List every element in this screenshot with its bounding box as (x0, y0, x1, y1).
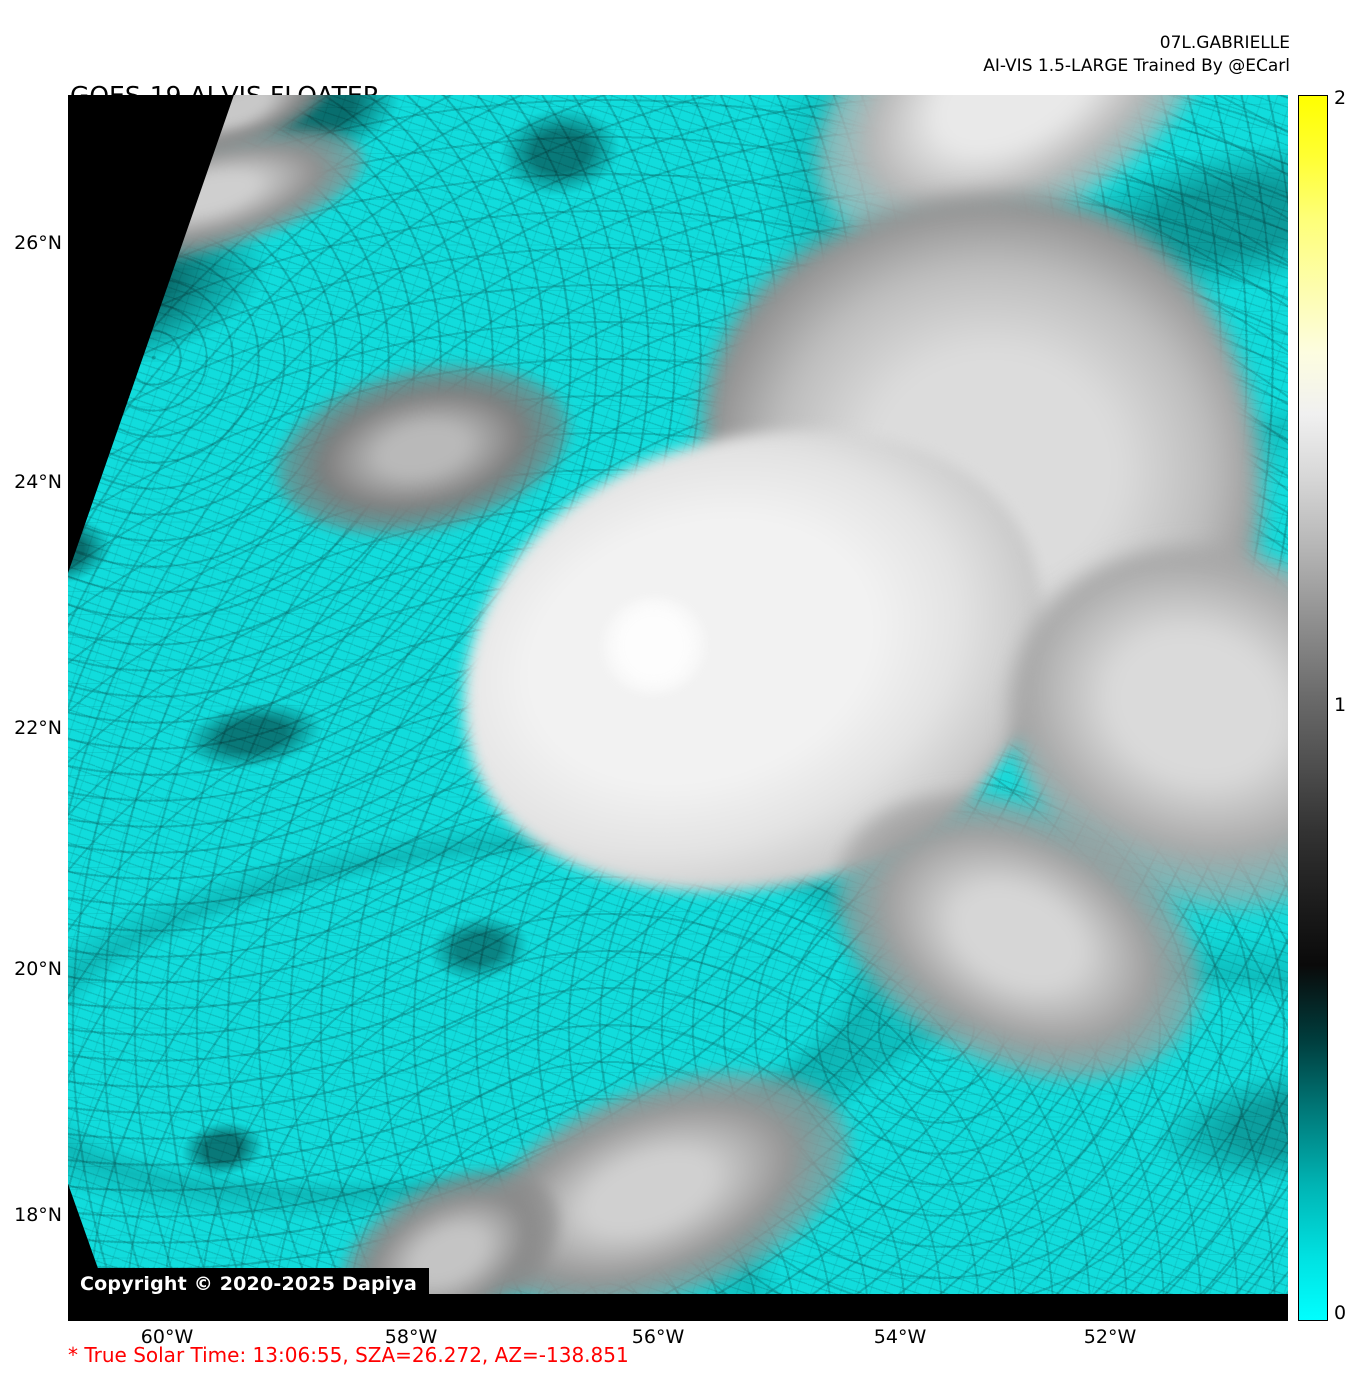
y-tick-label-24n: 24°N (14, 471, 62, 493)
copyright-watermark: Copyright © 2020-2025 Dapiya (68, 1268, 430, 1301)
y-tick-label-18n: 18°N (14, 1204, 62, 1226)
colorbar-tick-mid: 1 (1334, 694, 1347, 716)
y-tick-label-20n: 20°N (14, 958, 62, 980)
x-tick-label-60w: 60°W (140, 1326, 194, 1348)
model-credit-label: AI-VIS 1.5-LARGE Trained By @ECarl (983, 56, 1290, 76)
x-tick-label-56w: 56°W (631, 1326, 685, 1348)
solar-geometry-note: * True Solar Time: 13:06:55, SZA=26.272,… (68, 1343, 629, 1367)
swath-clip (68, 95, 1288, 1321)
storm-id-label: 07L.GABRIELLE (1159, 33, 1290, 53)
x-tick-label-52w: 52°W (1083, 1326, 1137, 1348)
colorbar-tick-max: 2 (1334, 87, 1347, 109)
y-tick-label-26n: 26°N (14, 232, 62, 254)
y-tick-label-22n: 22°N (14, 717, 62, 739)
x-tick-label-54w: 54°W (873, 1326, 927, 1348)
header-annotations: 07L.GABRIELLE AI-VIS 1.5-LARGE Trained B… (983, 32, 1290, 78)
x-tick-label-58w: 58°W (384, 1326, 438, 1348)
colorbar[interactable] (1298, 95, 1328, 1321)
satellite-image-plot[interactable]: Copyright © 2020-2025 Dapiya (68, 95, 1288, 1321)
colorbar-tick-min: 0 (1334, 1302, 1347, 1324)
satellite-swath-raster (68, 95, 1288, 1321)
